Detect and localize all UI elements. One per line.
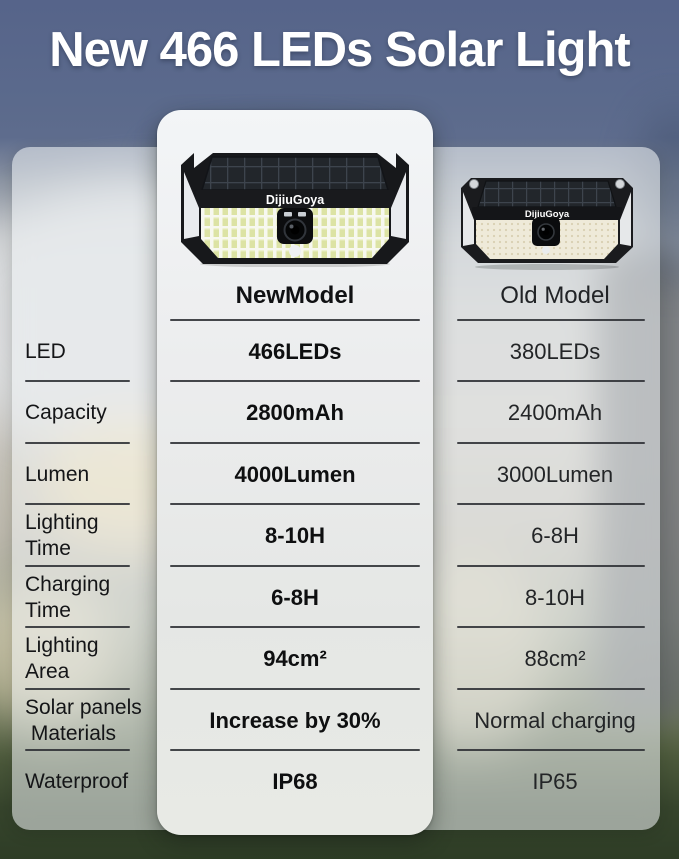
old-model-value: 88cm² (446, 628, 664, 690)
old-model-header: Old Model (446, 270, 664, 321)
new-model-value: 6-8H (157, 567, 433, 628)
row-label: Lighting Area (25, 628, 157, 690)
old-model-value: 3000Lumen (446, 444, 664, 505)
table-row: Charging Time 6-8H 8-10H (0, 567, 679, 628)
old-model-value: 6-8H (446, 505, 664, 567)
new-model-value: IP68 (272, 769, 318, 794)
row-label: Charging Time (25, 567, 157, 628)
new-model-header: NewModel (157, 270, 433, 321)
new-model-value: 8-10H (157, 505, 433, 567)
old-model-value: 8-10H (446, 567, 664, 628)
table-row: Lumen 4000Lumen 3000Lumen (0, 444, 679, 505)
brand-label: DijiuGoya (525, 209, 570, 220)
old-model-value: IP65 (532, 769, 578, 794)
table-row: Capacity 2800mAh 2400mAh (0, 382, 679, 444)
brand-label: DijiuGoya (266, 193, 325, 207)
table-row: Waterproof IP68 IP65 (0, 751, 679, 813)
new-model-value: 94cm² (157, 628, 433, 690)
row-label: Capacity (25, 382, 157, 444)
old-model-value: Normal charging (446, 690, 664, 751)
table-row: LED 466LEDs 380LEDs (0, 321, 679, 382)
row-label: Solar panels Materials (25, 690, 157, 751)
old-model-product-image: DijiuGoya (461, 178, 633, 270)
new-model-value: 4000Lumen (157, 444, 433, 505)
table-row: Lighting Area 94cm² 88cm² (0, 628, 679, 690)
new-model-value: 466LEDs (157, 321, 433, 382)
table-row: Lighting Time 8-10H 6-8H (0, 505, 679, 567)
row-label: Waterproof (25, 770, 129, 793)
row-label: Lighting Time (25, 505, 157, 567)
new-model-value: 2800mAh (157, 382, 433, 444)
new-model-product-image: DijiuGoya (181, 153, 409, 267)
new-model-value: Increase by 30% (157, 690, 433, 751)
row-label: Lumen (25, 444, 157, 505)
page-title: New 466 LEDs Solar Light (49, 23, 631, 77)
row-label: LED (25, 321, 157, 382)
old-model-value: 2400mAh (446, 382, 664, 444)
table-row: Solar panels Materials Increase by 30% N… (0, 690, 679, 751)
old-model-value: 380LEDs (446, 321, 664, 382)
